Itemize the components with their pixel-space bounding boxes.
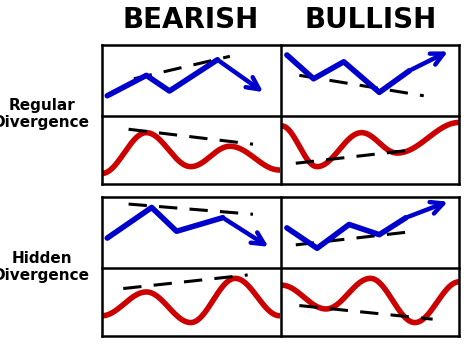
Text: BEARISH: BEARISH [123,6,259,34]
Text: BULLISH: BULLISH [304,6,437,34]
Text: Regular
Divergence: Regular Divergence [0,98,90,130]
Text: Hidden
Divergence: Hidden Divergence [0,251,90,283]
